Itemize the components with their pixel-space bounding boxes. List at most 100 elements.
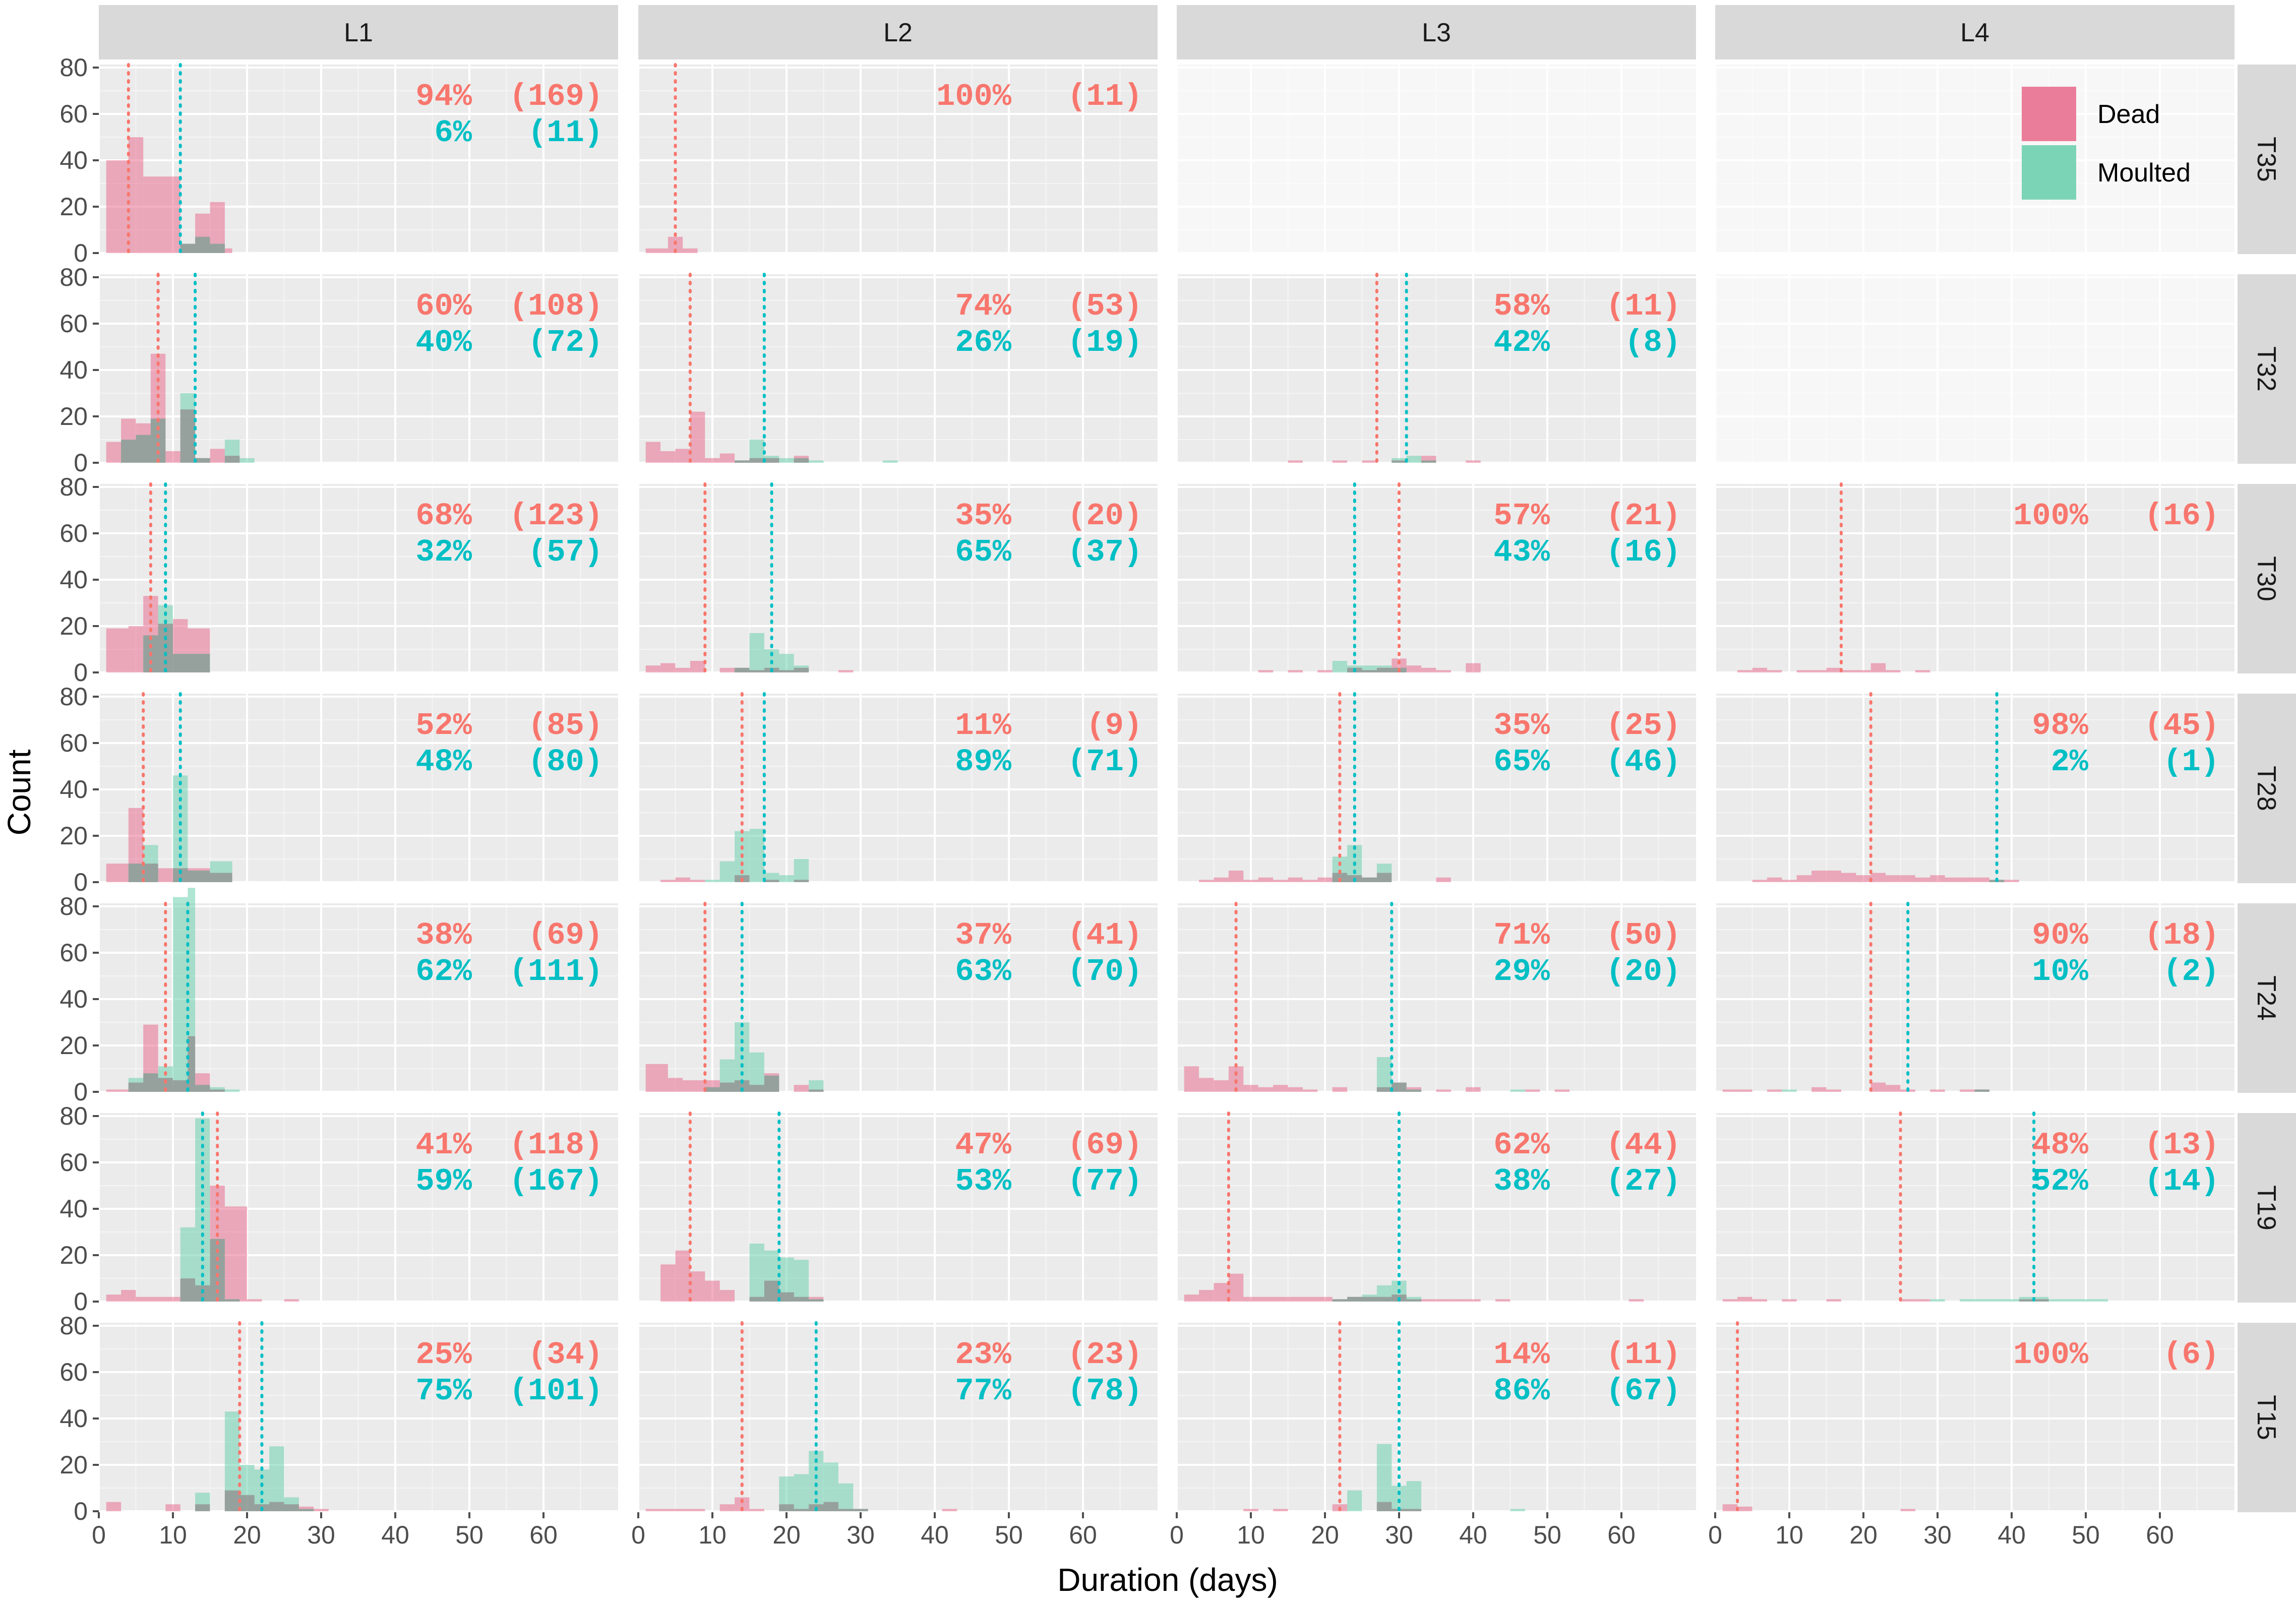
panel-T24-L1-dead-bar [106, 1089, 129, 1092]
panel-T32-L1-moulted-bar [239, 458, 255, 463]
panel-T30-L3-dead-bar [1406, 665, 1422, 672]
panel-T24-L3-dead-bar [1332, 1087, 1348, 1092]
panel-T19-L1-dead-bar [284, 1299, 299, 1302]
x-tick-label: 50 [2072, 1521, 2100, 1549]
panel-T28-L4-dead-bar [2004, 880, 2019, 882]
panel-T15-L1-overlap-bar [298, 1509, 314, 1511]
panel-T35-L1-moulted-count: (11) [528, 115, 603, 151]
panel-T24-L3-moulted-percent: 29% [1493, 954, 1550, 990]
panel-T32-L2-overlap-bar [749, 458, 764, 463]
panel-T28-L4-dead-bar [1974, 877, 1989, 882]
row-strip-label-T15: T15 [2252, 1395, 2281, 1440]
panel-T28-L2-moulted-percent: 89% [955, 744, 1011, 780]
row-strip-label-T30: T30 [2252, 556, 2281, 601]
legend-key-dead [2022, 87, 2076, 141]
panel-T35-L1-dead-bar [143, 176, 180, 253]
panel-T28-L2-overlap-bar [794, 880, 809, 882]
panel-T32-L1-dead-bar [210, 449, 225, 463]
x-tick-label: 60 [1069, 1521, 1097, 1549]
panel-T32-L2-dead-bar [660, 451, 676, 463]
panel-T19-L4-moulted-bar [1930, 1299, 1945, 1302]
row-strip-T35 [2238, 65, 2296, 254]
panel-T19-L3-dead-bar [1243, 1297, 1258, 1302]
y-tick-label: 80 [59, 263, 88, 291]
panel-T19-L2-moulted-bar [794, 1260, 809, 1302]
panel-T32-L1-overlap-bar [136, 435, 151, 463]
panel-T19-L3-moulted-percent: 38% [1493, 1163, 1550, 1199]
panel-T32-L2-dead-bar [645, 442, 661, 463]
panel-T28-L2-dead-count: (9) [1086, 708, 1142, 744]
x-tick-label: 0 [631, 1521, 645, 1549]
panel-T19-L3-dead-bar [1199, 1290, 1214, 1302]
panel-T30-L2-dead-percent: 35% [955, 498, 1011, 534]
y-tick-label: 20 [59, 402, 88, 430]
panel-T19-L2-dead-bar [675, 1250, 690, 1302]
panel-T30-L4-dead-count: (16) [2144, 498, 2219, 534]
panel-T24-L3-dead-bar [1273, 1085, 1288, 1092]
panel-T24-L3-dead-bar [1302, 1089, 1318, 1092]
panel-T24-L2-dead-bar [645, 1064, 668, 1092]
panel-T19-L3-moulted-count: (27) [1606, 1163, 1681, 1199]
panel-T19-L3-dead-bar [1317, 1297, 1333, 1302]
panel-T30-L3-dead-percent: 57% [1493, 498, 1550, 534]
panel-T30-L2-moulted-count: (37) [1067, 534, 1142, 570]
panel-T28-L3-dead-count: (25) [1606, 708, 1681, 744]
panel-T28-L3-dead-percent: 35% [1493, 708, 1550, 744]
panel-T30-L3-dead-bar [1436, 670, 1451, 672]
panel-T32-L1-overlap-bar [150, 418, 166, 463]
panel-T15-L2-moulted-bar [838, 1483, 854, 1511]
panel-T30-L3-moulted-count: (16) [1606, 534, 1681, 570]
panel-T24-L3-dead-bar [1436, 1089, 1451, 1092]
panel-T15-L2-moulted-count: (78) [1067, 1373, 1142, 1409]
panel-T30-L4-dead-bar [1752, 667, 1767, 672]
panel-T30-L2-moulted-bar [779, 654, 794, 672]
panel-T24-L1-overlap-bar [128, 1082, 144, 1092]
panel-T30-L3-dead-count: (21) [1606, 498, 1681, 534]
panel-T30-L4-dead-bar [1886, 670, 1901, 672]
panel-T30-L2-overlap-bar [735, 667, 750, 672]
panel-T32-L3-dead-percent: 58% [1493, 288, 1550, 324]
panel-T15-L1-overlap-bar [224, 1490, 240, 1511]
panel-T19-L4-moulted-percent: 52% [2032, 1163, 2088, 1199]
panel-T19-L4-dead-bar [1915, 1299, 1930, 1302]
panel-T30-L4-dead-bar [1767, 670, 1782, 672]
row-strip-label-T32: T32 [2252, 346, 2281, 392]
panel-T30-L3-dead-bar [1466, 663, 1481, 672]
panel-T30-L3-dead-bar [1317, 670, 1333, 672]
panel-T19-L4-overlap-bar [2019, 1299, 2034, 1302]
panel-T19-L3-overlap-bar [1347, 1297, 1362, 1302]
row-strip-T24 [2238, 903, 2296, 1093]
panel-T30-L1-moulted-percent: 32% [415, 534, 472, 570]
panel-T15-L1-dead-bar [106, 1502, 122, 1511]
x-tick-label: 0 [1170, 1521, 1184, 1549]
panel-T35-L2-dead-percent: 100% [936, 79, 1012, 114]
panel-T15-L3-dead-count: (11) [1606, 1337, 1681, 1373]
panel-T19-L3-dead-bar [1628, 1299, 1644, 1302]
panel-T24-L3-overlap-bar [1406, 1089, 1422, 1092]
y-tick-label: 80 [59, 1102, 88, 1130]
panel-T28-L2-moulted-bar [705, 880, 720, 882]
row-strip-T19 [2238, 1113, 2296, 1303]
x-axis-title: Duration (days) [1057, 1562, 1278, 1598]
panel-T24-L2-overlap-bar [809, 1089, 824, 1092]
panel-T15-L2-overlap-bar [838, 1509, 854, 1511]
x-tick-label: 20 [1849, 1521, 1878, 1549]
panel-T19-L2-moulted-count: (77) [1067, 1163, 1142, 1199]
row-strip-T28 [2238, 694, 2296, 883]
panel-T28-L4-dead-bar [1811, 871, 1827, 882]
panel-T19-L1-dead-bar [136, 1297, 151, 1302]
panel-T32-L3-moulted-count: (8) [1624, 325, 1681, 360]
panel-T32-L3-dead-bar [1466, 460, 1481, 463]
panel-T19-L4-dead-bar [1722, 1299, 1738, 1302]
panel-T32-L3-dead-bar [1362, 460, 1377, 463]
panel-T15-L2-moulted-bar [794, 1474, 809, 1511]
panel-T24-L1-overlap-bar [195, 1085, 210, 1092]
legend-label-moulted: Moulted [2097, 158, 2191, 188]
panel-T30-L1-moulted-count: (57) [528, 534, 603, 570]
panel-T24-L2-dead-bar [683, 1080, 705, 1092]
panel-T28-L4-dead-bar [1960, 877, 1975, 882]
panel-T19-L2-dead-bar [660, 1264, 676, 1302]
panel-T30-L3-dead-bar [1288, 670, 1303, 672]
panel-T24-L4-dead-bar [1811, 1087, 1827, 1092]
panel-T19-L4-moulted-bar [2063, 1299, 2079, 1302]
